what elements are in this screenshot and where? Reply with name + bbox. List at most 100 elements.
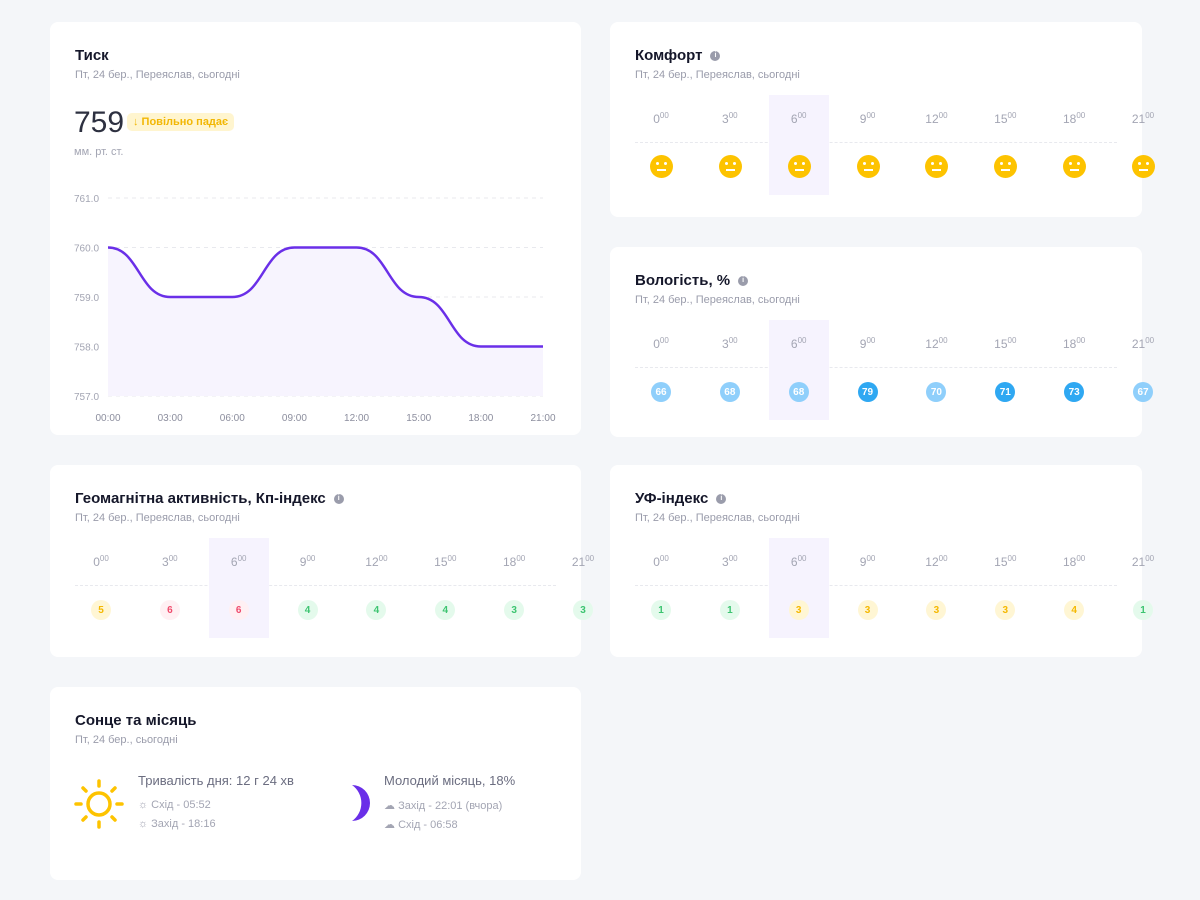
y-tick-label: 758.0 [74,343,99,354]
hour-column[interactable]: 000 5 [71,538,131,638]
neutral-face-icon [718,155,742,178]
hour-column[interactable]: 600 [768,95,829,195]
card-title: Геомагнітна активність, Кп-індекс i [75,490,344,507]
hour-column[interactable]: 1200 70 [906,320,966,420]
value-badge: 6 [228,600,249,620]
sunrise-icon: ☼ [138,799,152,811]
hour-column[interactable]: 1500 4 [415,538,475,638]
hour-column[interactable]: 1500 3 [975,538,1035,638]
hour-column[interactable]: 1200 3 [906,538,966,638]
hour-label: 1800 [1063,554,1086,569]
neutral-face-icon [650,155,673,178]
hour-column[interactable]: 300 [700,95,760,195]
sun-moon-card: Сонце та місяць Пт, 24 бер., сьогодні Тр… [50,687,581,880]
comfort-grid: 000 300 600 900 1200 1500 1800 2100 [635,95,1155,195]
hour-label: 900 [859,554,876,569]
value-badge: 1 [1133,600,1153,620]
hour-column[interactable]: 900 3 [838,538,898,638]
hour-column[interactable]: 600 68 [768,320,829,420]
card-title-text: УФ-індекс [635,490,709,507]
hour-label: 1500 [434,554,457,569]
x-tick-label: 06:00 [220,413,245,424]
value-badge: 5 [91,600,111,620]
hour-column[interactable]: 900 79 [838,320,898,420]
card-subtitle: Пт, 24 бер., Переяслав, сьогодні [75,512,240,524]
hour-column[interactable]: 600 6 [208,538,269,638]
moonset: ☁ Захід - 22:01 (вчора) [384,799,502,812]
hour-label: 2100 [1131,336,1155,351]
value-badge: 3 [857,600,878,620]
divider [635,367,1117,368]
hour-column[interactable]: 1500 71 [975,320,1035,420]
info-icon[interactable]: i [716,493,727,504]
x-tick-label: 03:00 [158,413,183,424]
hour-label: 300 [722,111,738,126]
geomagnetic-card: Геомагнітна активність, Кп-індекс i Пт, 2… [50,465,594,657]
value-badge: 70 [926,382,947,402]
hour-label: 300 [722,554,738,569]
y-tick-label: 757.0 [74,392,99,403]
hour-column[interactable]: 2100 67 [1113,320,1173,420]
hour-column[interactable]: 000 66 [631,320,691,420]
hour-column[interactable]: 600 3 [768,538,829,638]
hour-column[interactable]: 1800 73 [1044,320,1104,420]
hour-column[interactable]: 2100 [1113,95,1173,195]
area-fill [108,247,543,396]
value-badge: 73 [1064,382,1085,402]
hour-label: 1200 [925,111,948,126]
card-subtitle: Пт, 24 бер., Переяслав, сьогодні [635,512,800,524]
hour-label: 2100 [571,554,595,569]
hour-column[interactable]: 2100 3 [553,538,613,638]
card-subtitle: Пт, 24 бер., Переяслав, сьогодні [635,294,800,306]
sunset-icon: ☼ [138,818,152,830]
hour-column[interactable]: 1500 [975,95,1035,195]
value-badge: 66 [651,382,671,402]
moon-phase: Молодий місяць, 18% [384,773,516,788]
hour-column[interactable]: 900 4 [278,538,338,638]
neutral-face-icon [925,155,949,178]
hour-column[interactable]: 000 [631,95,691,195]
card-subtitle: Пт, 24 бер., Переяслав, сьогодні [635,69,800,81]
y-tick-label: 760.0 [74,244,99,255]
value-badge: 6 [159,600,180,620]
hour-label: 600 [230,554,247,569]
hour-label: 1500 [994,111,1017,126]
neutral-face-icon [1063,155,1087,178]
card-title: Комфорт i [635,47,721,64]
moonset-icon: ☁ [384,800,399,812]
hour-column[interactable]: 900 [838,95,898,195]
value-badge: 71 [995,382,1016,402]
trend-badge: ↓ Повільно падає [127,113,235,131]
hour-label: 2100 [1131,554,1155,569]
hour-column[interactable]: 1800 3 [484,538,544,638]
value-badge: 4 [435,600,456,620]
comfort-card: Комфорт i Пт, 24 бер., Переяслав, сьогодн… [610,22,1155,217]
hour-label: 000 [653,336,669,351]
info-icon[interactable]: i [333,493,344,504]
hour-column[interactable]: 300 68 [700,320,760,420]
value-badge: 1 [651,600,671,620]
hour-column[interactable]: 300 6 [140,538,200,638]
hour-column[interactable]: 1800 [1044,95,1104,195]
hour-column[interactable]: 000 1 [631,538,691,638]
value-badge: 3 [926,600,947,620]
divider [75,585,556,586]
neutral-face-icon [994,155,1018,178]
card-subtitle: Пт, 24 бер., Переяслав, сьогодні [75,69,240,81]
neutral-face-icon [856,155,880,178]
hour-column[interactable]: 2100 1 [1113,538,1173,638]
hour-label: 1800 [503,554,526,569]
hour-column[interactable]: 1200 4 [346,538,406,638]
hour-column[interactable]: 1200 [906,95,966,195]
hour-label: 900 [299,554,316,569]
hour-label: 1200 [925,336,948,351]
geomagnetic-grid: 000 5 300 6 600 6 900 4 1200 4 1500 4 1800 3 2100 3 [75,538,594,638]
info-icon[interactable]: i [738,275,749,286]
hour-column[interactable]: 300 1 [700,538,760,638]
humidity-grid: 000 66 300 68 600 68 900 79 1200 70 1500 71 1800 73 21… [635,320,1154,420]
y-tick-label: 759.0 [74,293,99,304]
neutral-face-icon [787,155,811,178]
info-icon[interactable]: i [710,50,721,61]
x-tick-label: 15:00 [406,413,431,424]
hour-column[interactable]: 1800 4 [1044,538,1104,638]
